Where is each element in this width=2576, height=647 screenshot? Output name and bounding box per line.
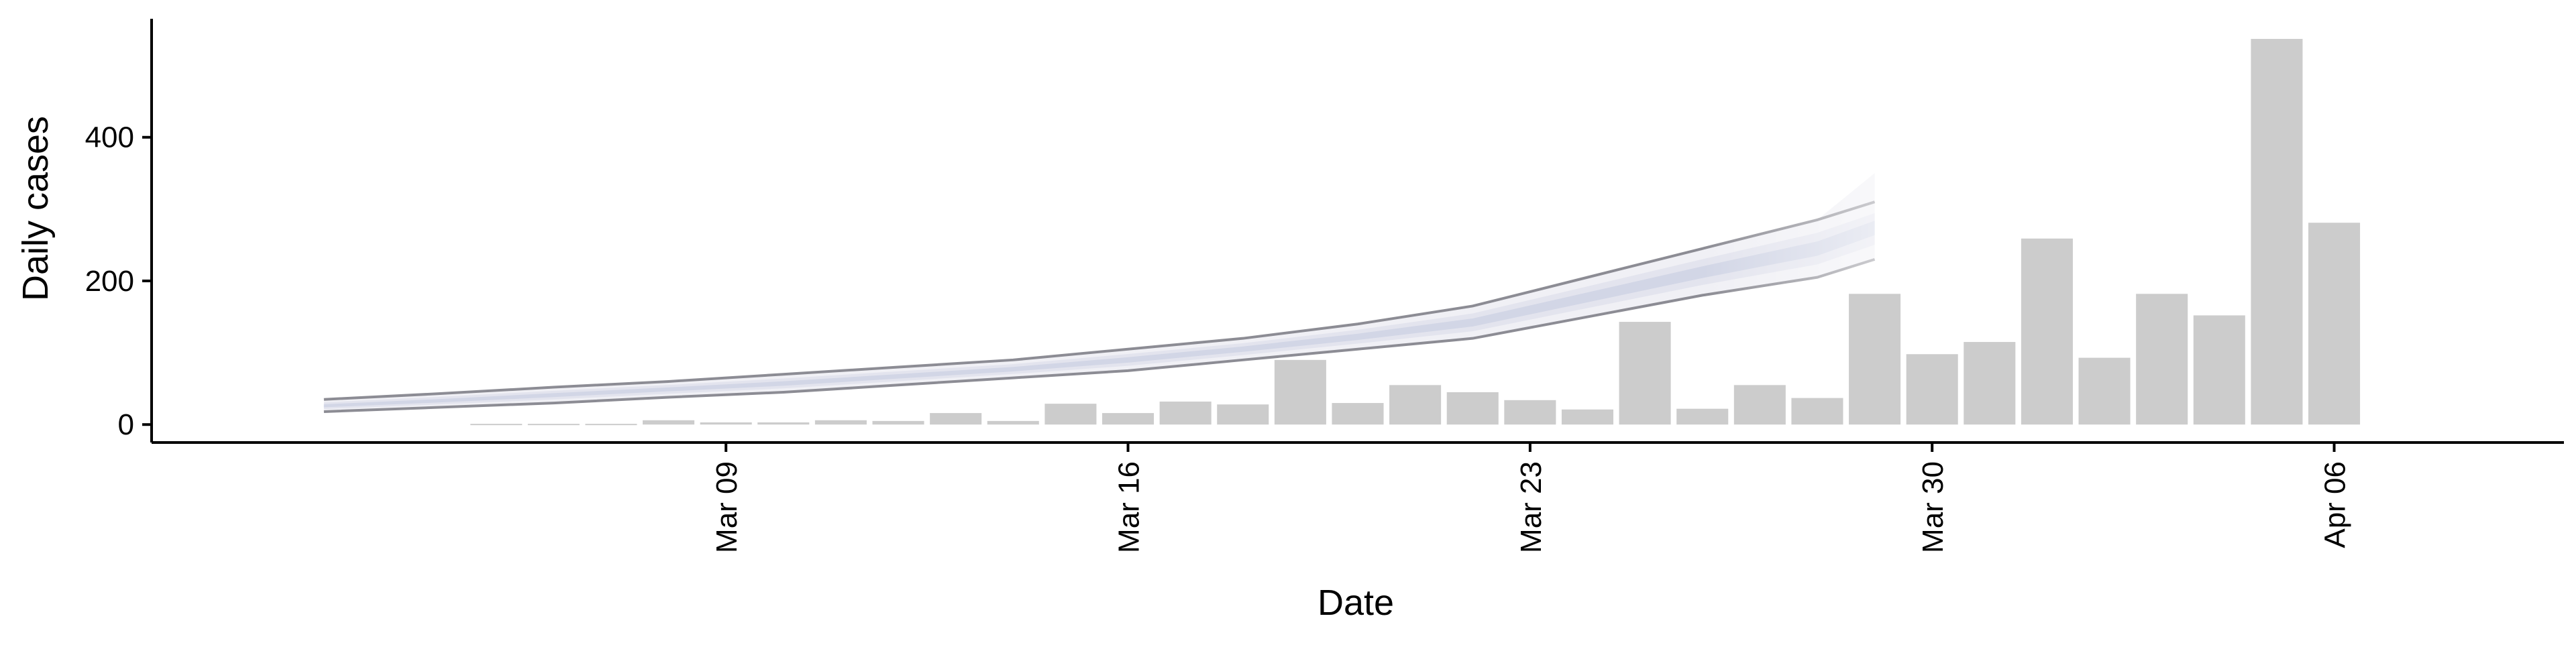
bar	[1849, 294, 1901, 425]
bar	[930, 413, 982, 425]
bar	[1217, 404, 1269, 425]
bar	[814, 420, 867, 425]
bar	[872, 420, 924, 425]
ribbon-lower-line	[323, 257, 1876, 413]
bar	[987, 420, 1039, 425]
bar	[2308, 223, 2361, 425]
bar	[1733, 385, 1786, 425]
bar	[1159, 401, 1212, 425]
bar	[1274, 359, 1326, 425]
ribbon-projection-fade	[1702, 166, 1876, 425]
bar	[1676, 408, 1729, 425]
bar	[470, 424, 523, 426]
bar-layer	[470, 38, 2361, 426]
ribbon-upper-line	[323, 200, 1876, 401]
x-tick-label: Mar 09	[710, 461, 743, 553]
bar	[757, 422, 810, 425]
estimate-ribbon-layer	[323, 166, 1876, 425]
bar	[2251, 38, 2303, 425]
bar	[643, 420, 695, 425]
bar	[1791, 398, 1843, 425]
bar	[1102, 413, 1155, 425]
bar	[1906, 354, 1958, 425]
y-tick-label: 0	[118, 408, 134, 441]
x-axis-title: Date	[1318, 583, 1394, 623]
y-tick-label: 400	[85, 121, 134, 154]
bar	[2193, 315, 2245, 425]
bar	[585, 424, 637, 426]
bar	[1044, 404, 1097, 425]
x-tick-label: Mar 16	[1113, 461, 1146, 553]
bar	[2078, 357, 2131, 425]
bar	[700, 422, 752, 425]
bar	[1389, 385, 1442, 425]
bar	[2021, 238, 2073, 425]
bar	[1964, 342, 2016, 425]
bar	[1619, 322, 1671, 425]
bar	[2136, 294, 2188, 425]
y-axis-title: Daily cases	[15, 116, 56, 301]
bar	[1504, 400, 1556, 425]
bar	[1561, 409, 1614, 425]
bar	[1446, 392, 1499, 425]
x-tick-label: Apr 06	[2319, 461, 2352, 548]
x-tick-label: Mar 23	[1515, 461, 1548, 553]
ribbon-mid-band	[323, 213, 1875, 410]
x-tick-label: Mar 30	[1917, 461, 1949, 553]
axis-layer: 0 200 400 Mar 09 Mar 16 Mar 23 Mar 30 Apr 06	[85, 19, 2564, 553]
y-tick-label: 200	[85, 265, 134, 298]
bar	[1332, 403, 1384, 425]
bar	[527, 424, 580, 426]
